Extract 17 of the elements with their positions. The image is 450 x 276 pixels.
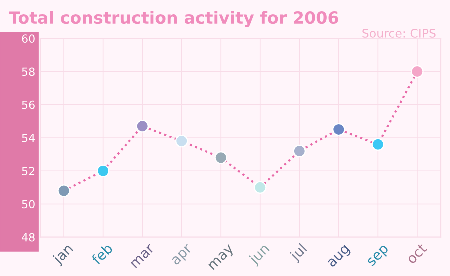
y-tick-label: 50 [22, 200, 35, 209]
y-tick-label: 60 [22, 34, 35, 44]
x-tick-label: jan [52, 243, 76, 267]
x-tick-label: jul [288, 243, 310, 264]
x-tick-label: oct [406, 243, 428, 265]
x-tick-label: feb [90, 242, 114, 266]
x-tick-label: sep [367, 244, 392, 269]
y-tick-label: 48 [22, 233, 35, 242]
y-tick-label: 56 [22, 100, 35, 110]
y-tick-label: 52 [22, 167, 35, 176]
x-tick-label: jun [248, 243, 272, 268]
y-tick-label: 58 [22, 68, 35, 76]
y-tick-label: 54 [22, 134, 36, 142]
source-note: Source: CIPS [362, 28, 436, 38]
chart-title: Total construction activity for 2006 [9, 11, 338, 28]
x-tick-label: aug [327, 245, 352, 270]
x-tick-label: apr [172, 244, 195, 268]
